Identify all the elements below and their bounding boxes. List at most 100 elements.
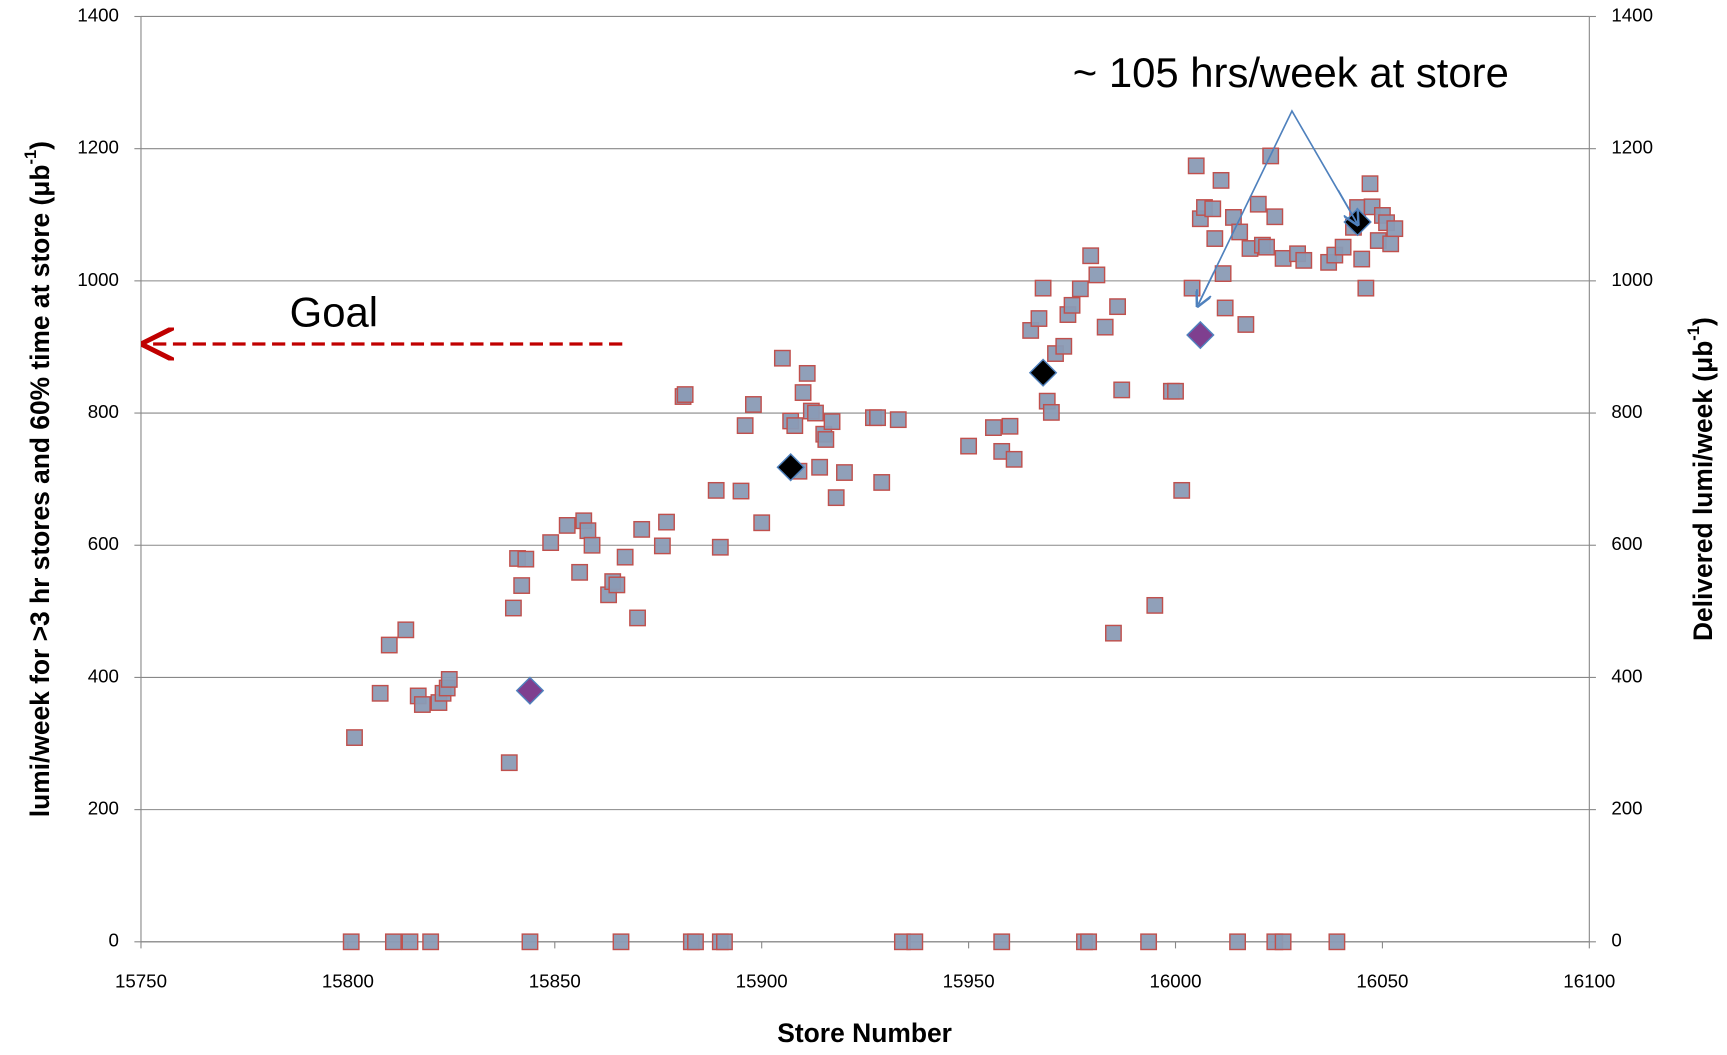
x-tick-label: 15900 [736, 970, 788, 991]
square-point [342, 933, 360, 951]
square-point [371, 684, 389, 702]
square-point [612, 933, 630, 951]
square-point [629, 609, 646, 627]
square-point [1274, 933, 1292, 951]
square-point [1042, 403, 1060, 421]
x-tick-label: 16000 [1149, 970, 1201, 991]
square-point [794, 384, 812, 401]
y-label-end: ) [25, 141, 55, 150]
square-point [1353, 250, 1371, 268]
square-point [558, 517, 576, 534]
square-point [732, 482, 750, 500]
square-point [500, 754, 518, 772]
square-point [1173, 481, 1191, 499]
grid [134, 15, 1596, 949]
square-point [716, 933, 733, 951]
y-label-sup: -1 [22, 150, 40, 165]
square-point [542, 534, 560, 552]
y-tick-label: 200 [88, 798, 119, 819]
x-tick-label: 15950 [943, 970, 995, 991]
square-point [384, 933, 402, 951]
y2-tick-label: 400 [1611, 665, 1642, 686]
y-tick-label: 1200 [77, 137, 119, 158]
square-point [1357, 279, 1375, 297]
square-point [583, 536, 601, 554]
hrs-arrowhead [1337, 189, 1357, 223]
square-point [1005, 450, 1023, 468]
square-point [960, 437, 978, 455]
square-point [401, 933, 419, 951]
square-point [1082, 247, 1100, 265]
square-point [658, 513, 675, 531]
y2-tick-label: 0 [1611, 930, 1621, 951]
square-point [513, 577, 531, 594]
x-tick-label: 16100 [1563, 970, 1615, 991]
square-point [440, 671, 458, 688]
square-point [707, 481, 725, 499]
square-point [1001, 417, 1019, 435]
square-point [1109, 298, 1127, 316]
square-point [579, 522, 597, 540]
square-point [1249, 195, 1267, 213]
square-point [1140, 933, 1158, 951]
square-point [1328, 933, 1346, 951]
square-point [817, 431, 835, 448]
square-point [869, 409, 886, 427]
x-tick-label: 15850 [529, 970, 581, 991]
square-point [744, 396, 762, 413]
square-point [827, 489, 845, 507]
square-point [633, 520, 651, 538]
square-point [1266, 208, 1284, 226]
square-point [1146, 596, 1164, 614]
y2-tick-label: 800 [1611, 401, 1642, 422]
y2-tick-label: 600 [1611, 533, 1642, 554]
square-point [676, 386, 694, 403]
square-point [889, 411, 907, 429]
square-point [1183, 279, 1201, 297]
y2-label-sup: -1 [1685, 326, 1703, 341]
hrs-annotation: ~ 105 hrs/week at store [1073, 49, 1509, 96]
square-point [1258, 238, 1275, 256]
x-axis-label: Store Number [777, 1018, 952, 1048]
square-point [1080, 933, 1098, 951]
square-point [1386, 220, 1404, 238]
diamond-point [1186, 320, 1215, 350]
y2-tick-label: 1200 [1611, 137, 1653, 158]
y-tick-label: 400 [88, 665, 119, 686]
y2-label-text: Delivered lumi/week (μb [1688, 341, 1718, 641]
square-point [380, 636, 398, 654]
square-point [807, 404, 824, 422]
hrs-arrow [1197, 109, 1358, 305]
y2-tick-label: 1400 [1611, 4, 1653, 25]
square-point [616, 548, 634, 566]
square-point [1071, 280, 1089, 298]
y-tick-label: 800 [88, 401, 119, 422]
square-point [1096, 318, 1114, 336]
square-point [413, 696, 431, 713]
square-point [1295, 251, 1313, 269]
square-point [1382, 235, 1400, 253]
y2-axis-label: Delivered lumi/week (μb-1) [1685, 317, 1718, 641]
y-label-text: lumi/week for >3 hr stores and 60% time … [25, 165, 55, 818]
square-point [1088, 266, 1106, 284]
diamond-point [515, 676, 545, 705]
square-point [753, 514, 771, 532]
square-point [521, 933, 539, 951]
square-point [985, 419, 1002, 436]
square-point [653, 537, 671, 555]
y-axis-label: lumi/week for >3 hr stores and 60% time … [22, 141, 55, 817]
y2-tick-label: 1000 [1611, 269, 1653, 290]
square-point [1187, 157, 1205, 175]
square-point [1274, 249, 1292, 267]
square-point [1361, 175, 1379, 193]
square-point [906, 933, 924, 951]
square-point [798, 364, 816, 382]
square-point [1214, 265, 1232, 282]
square-point [422, 933, 440, 951]
square-point [1030, 310, 1048, 327]
square-point [711, 538, 729, 556]
square-point [1113, 381, 1131, 399]
hrs-arrowhead [1198, 272, 1215, 305]
square-point [1229, 933, 1247, 951]
